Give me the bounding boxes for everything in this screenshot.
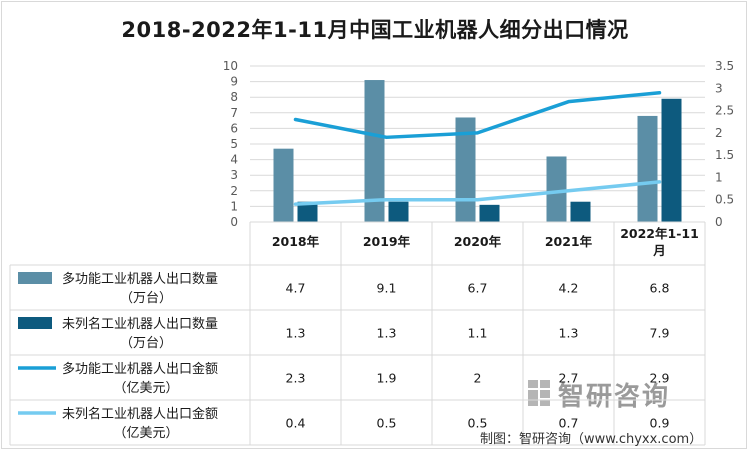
data-cell-value: 0.5 (377, 416, 397, 431)
y-right-tick-label: 1.5 (715, 148, 734, 162)
legend-label: 多功能工业机器人出口金额 (62, 361, 218, 377)
data-cell-value: 4.2 (559, 281, 579, 296)
bar-series (273, 80, 682, 222)
y-right-tick-label: 3.5 (715, 59, 734, 73)
y-right-tick-label: 0.5 (715, 193, 734, 207)
x-category-label: 月 (652, 243, 666, 258)
x-category-label: 2020年 (454, 234, 502, 249)
y-right-tick-label: 1 (715, 170, 723, 184)
data-cell-value: 1.1 (468, 326, 488, 341)
watermark-logo-block (528, 390, 538, 406)
bar (297, 201, 318, 222)
legend-label: 多功能工业机器人出口数量 (62, 271, 218, 287)
grid-lines (250, 65, 705, 223)
bar (570, 201, 591, 222)
y-left-tick-label: 6 (230, 121, 238, 135)
y-left-tick-label: 0 (230, 215, 238, 229)
y-left-tick-label: 7 (230, 106, 238, 120)
data-cell-value: 1.3 (559, 326, 579, 341)
data-cell-value: 0.9 (650, 416, 670, 431)
x-category-label: 2018年 (272, 234, 320, 249)
y-left-tick-label: 1 (230, 199, 238, 213)
legend-label-unit: （亿美元） (113, 381, 178, 396)
line-series (293, 90, 662, 206)
legend-label-unit: （万台） (120, 291, 172, 306)
data-cell-value: 7.9 (650, 326, 670, 341)
source-note: 制图：智研咨询（www.chyxx.com） (480, 432, 703, 447)
legend-label-unit: （亿美元） (113, 426, 178, 441)
x-category-label: 2021年 (545, 234, 593, 249)
bar (273, 148, 294, 222)
legend-label-unit: （万台） (120, 336, 172, 351)
bar (388, 201, 409, 222)
x-category-label: 2022年1-11 (620, 226, 699, 241)
legend-key-bar (18, 272, 52, 284)
data-cell-value: 2.9 (650, 371, 670, 386)
watermark-logo-block (540, 380, 550, 388)
bar (455, 117, 476, 222)
y-right-tick-label: 3 (715, 81, 723, 95)
data-cell-value: 2 (474, 371, 482, 386)
y-right-tick-label: 0 (715, 215, 723, 229)
legend-label: 未列名工业机器人出口金额 (62, 406, 218, 422)
data-cell-value: 1.3 (286, 326, 306, 341)
watermark-logo-block (540, 400, 550, 406)
watermark-logo-block (540, 390, 550, 398)
bar (364, 80, 385, 222)
line-path (293, 180, 662, 206)
watermark-logo-block (528, 380, 538, 388)
bar (637, 115, 658, 222)
y-left-tick-label: 4 (230, 153, 238, 167)
y-left-tick-label: 8 (230, 90, 238, 104)
y-right-tick-label: 2 (715, 126, 723, 140)
bar (661, 98, 682, 222)
y-left-tick-label: 5 (230, 137, 238, 151)
data-cell-value: 0.4 (286, 416, 306, 431)
data-cell-value: 1.9 (377, 371, 397, 386)
line-path (293, 90, 662, 140)
data-table: 2018年 2019年 2020年 2021年 2022年1-11 月多功能工业机器人出口… (9, 221, 706, 446)
y-right-tick-label: 2.5 (715, 104, 734, 118)
y-left-tick-label: 3 (230, 168, 238, 182)
data-cell-value: 0.7 (559, 416, 579, 431)
watermark-text: 智研咨询 (558, 381, 670, 412)
data-cell-value: 2.3 (286, 371, 306, 386)
bar (546, 156, 567, 222)
bar (479, 204, 500, 222)
data-cell-value: 2.7 (559, 371, 579, 386)
data-cell-value: 9.1 (377, 281, 397, 296)
data-cell-value: 4.7 (286, 281, 306, 296)
x-category-label: 2019年 (363, 234, 411, 249)
legend-key-bar (18, 317, 52, 329)
data-cell-value: 6.8 (650, 281, 670, 296)
data-cell-value: 0.5 (468, 416, 488, 431)
watermark: 智研咨询 (528, 380, 670, 412)
y-left-tick-label: 10 (223, 59, 238, 73)
y-left-tick-label: 9 (230, 75, 238, 89)
legend-label: 未列名工业机器人出口数量 (62, 316, 218, 332)
data-cell-value: 6.7 (468, 281, 488, 296)
chart-title: 2018-2022年1-11月中国工业机器人细分出口情况 (121, 18, 629, 42)
y-left-tick-label: 2 (230, 184, 238, 198)
data-cell-value: 1.3 (377, 326, 397, 341)
